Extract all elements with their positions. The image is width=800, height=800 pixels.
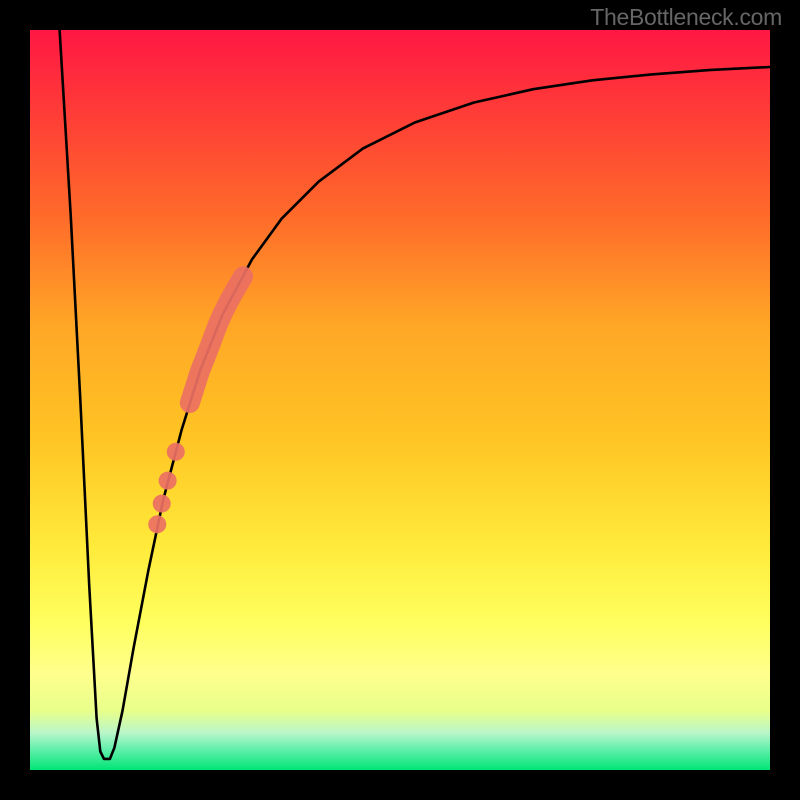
chart-container: TheBottleneck.com <box>0 0 800 800</box>
marker-dot <box>159 472 177 490</box>
marker-dot <box>153 495 171 513</box>
marker-dot <box>167 443 185 461</box>
marker-dot <box>148 515 166 533</box>
watermark-text: TheBottleneck.com <box>590 4 782 31</box>
chart-background <box>30 30 770 770</box>
bottleneck-chart <box>0 0 800 800</box>
